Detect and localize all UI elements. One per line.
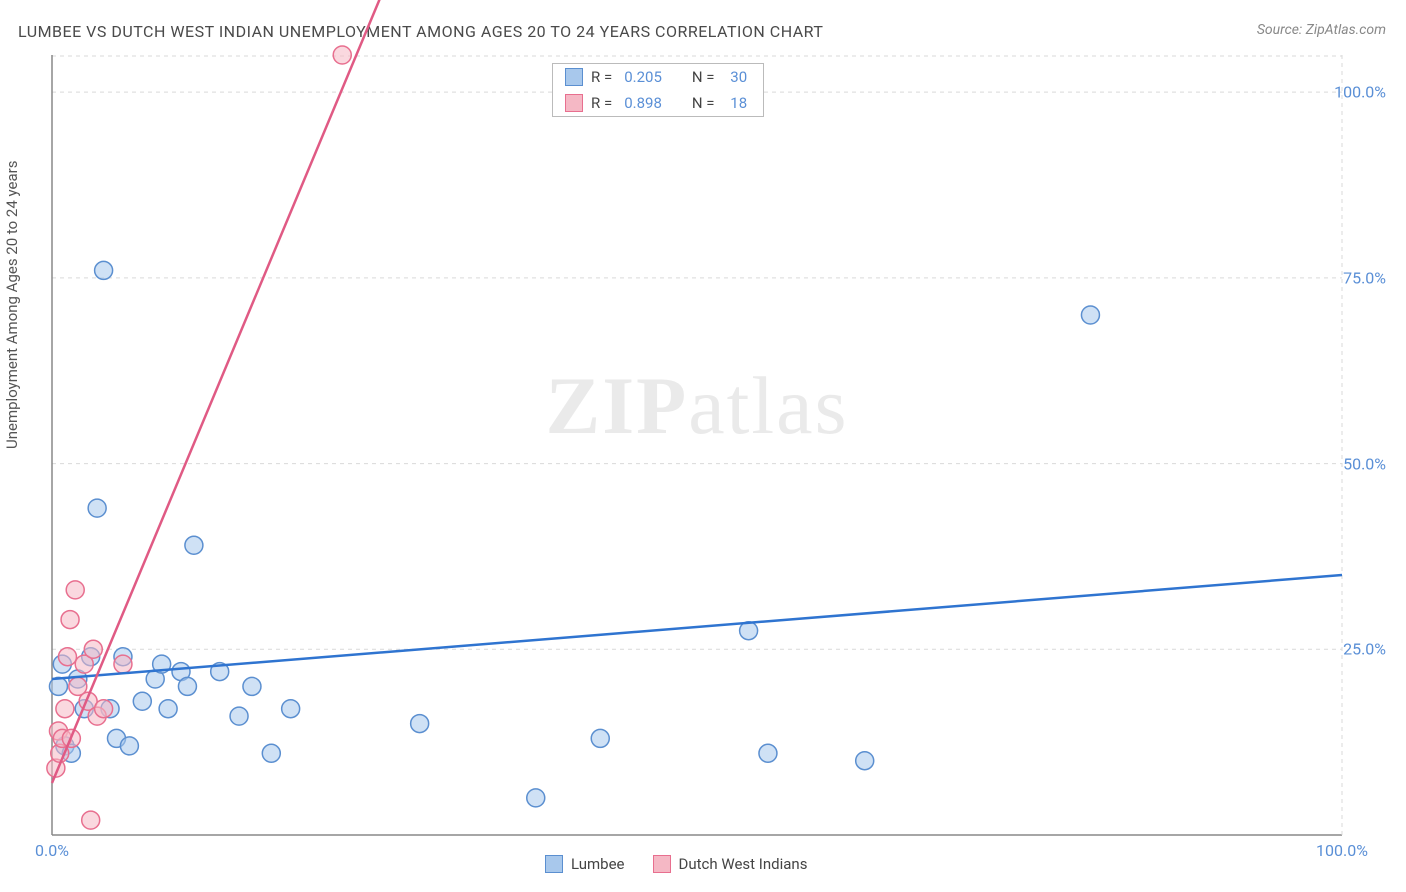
n-value: 18 — [727, 94, 748, 112]
r-label: R = — [591, 94, 612, 112]
data-point — [411, 715, 429, 733]
x-tick-label: 0.0% — [35, 841, 69, 860]
data-point — [56, 700, 74, 718]
data-point — [1081, 306, 1099, 324]
y-tick-label: 50.0% — [1343, 454, 1386, 473]
data-point — [591, 729, 609, 747]
data-point — [95, 700, 113, 718]
legend-swatch — [545, 855, 563, 873]
legend-item: Dutch West Indians — [653, 855, 808, 873]
source-attribution: Source: ZipAtlas.com — [1257, 22, 1386, 38]
data-point — [230, 707, 248, 725]
data-point — [66, 581, 84, 599]
scatter-plot-svg — [52, 55, 1342, 835]
legend-swatch — [653, 855, 671, 873]
legend-swatch — [565, 94, 583, 112]
data-point — [282, 700, 300, 718]
stats-legend-row: R = 0.205 N = 30 — [553, 64, 763, 90]
data-point — [84, 640, 102, 658]
y-axis-label: Unemployment Among Ages 20 to 24 years — [3, 161, 21, 449]
n-value: 30 — [727, 68, 748, 86]
data-point — [185, 536, 203, 554]
y-tick-label: 25.0% — [1343, 640, 1386, 659]
data-point — [95, 261, 113, 279]
data-point — [133, 692, 151, 710]
r-value: 0.898 — [624, 94, 662, 112]
x-tick-label: 100.0% — [1316, 841, 1368, 860]
data-point — [856, 752, 874, 770]
data-point — [88, 499, 106, 517]
y-tick-label: 75.0% — [1343, 268, 1386, 287]
n-label: N = — [692, 94, 715, 112]
stats-legend-row: R = 0.898 N = 18 — [553, 90, 763, 116]
data-point — [262, 744, 280, 762]
data-point — [61, 611, 79, 629]
data-point — [159, 700, 177, 718]
n-label: N = — [692, 68, 715, 86]
data-point — [178, 677, 196, 695]
plot-area: ZIPatlas R =0.205N = 30R =0.898N = 18 — [52, 55, 1342, 835]
data-point — [120, 737, 138, 755]
correlation-stats-legend: R = 0.205 N = 30 R = 0.898 N = 18 — [552, 63, 764, 117]
trendline — [52, 575, 1342, 679]
y-tick-label: 100.0% — [1334, 83, 1386, 102]
r-label: R = — [591, 68, 612, 86]
data-point — [527, 789, 545, 807]
data-point — [243, 677, 261, 695]
data-point — [759, 744, 777, 762]
legend-item: Lumbee — [545, 855, 625, 873]
data-point — [114, 655, 132, 673]
data-point — [82, 811, 100, 829]
chart-container: LUMBEE VS DUTCH WEST INDIAN UNEMPLOYMENT… — [0, 0, 1406, 892]
chart-title: LUMBEE VS DUTCH WEST INDIAN UNEMPLOYMENT… — [18, 22, 823, 41]
series-legend: Lumbee Dutch West Indians — [545, 855, 807, 873]
legend-swatch — [565, 68, 583, 86]
legend-label: Lumbee — [571, 855, 625, 873]
data-point — [58, 648, 76, 666]
r-value: 0.205 — [624, 68, 662, 86]
legend-label: Dutch West Indians — [679, 855, 808, 873]
data-point — [333, 46, 351, 64]
